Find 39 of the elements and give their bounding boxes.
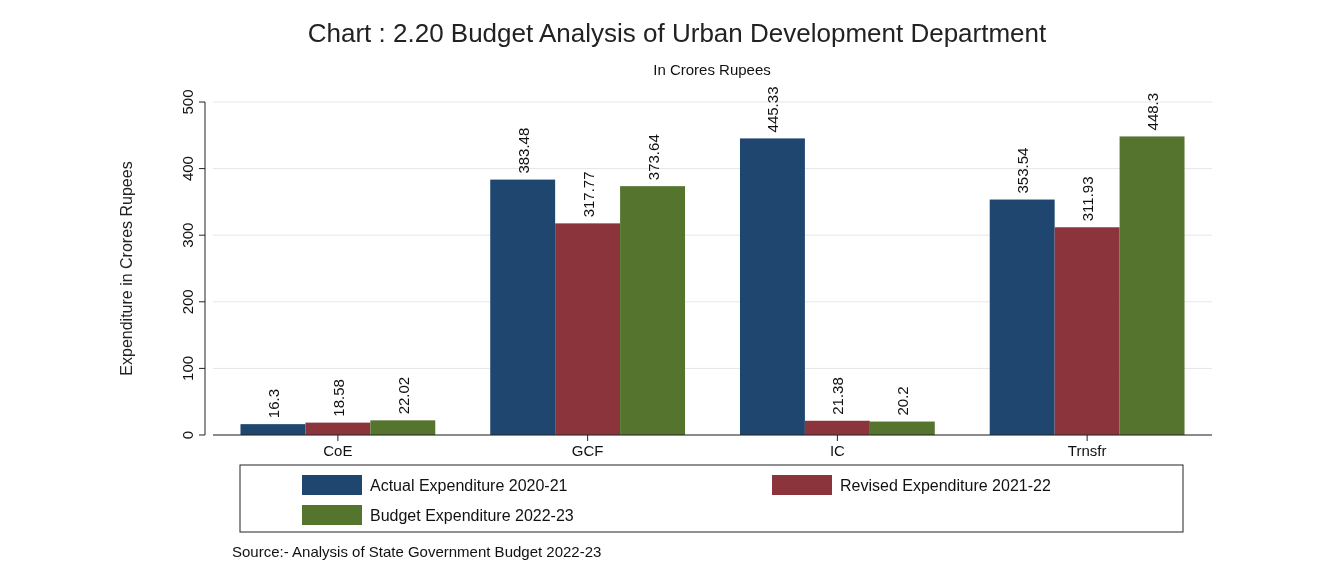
x-tick-label: CoE [323,442,353,459]
x-tick-label: IC [829,442,846,459]
bar [1119,136,1185,435]
data-label: 353.54 [1014,147,1032,194]
y-tick-label: 100 [179,355,196,381]
data-label: 448.3 [1144,92,1162,131]
bar [490,179,556,435]
data-label: 311.93 [1079,176,1097,222]
bar [370,420,436,435]
bar [804,420,870,435]
source-note: Source:- Analysis of State Government Budget 2022-23 [232,543,602,560]
data-label: 317.77 [579,171,597,218]
y-tick-label: 400 [179,156,196,182]
data-label: 16.3 [264,388,282,419]
data-label: 22.02 [394,376,412,415]
data-label: 18.58 [329,379,347,417]
bar [1054,227,1120,435]
legend-label: Actual Expenditure 2020-21 [370,477,568,494]
data-label: 20.2 [894,386,912,416]
chart-title: Chart : 2.20 Budget Analysis of Urban Development Department [307,18,1048,48]
y-tick-label: 200 [179,289,196,315]
data-label: 373.64 [644,134,662,181]
legend-label: Revised Expenditure 2021-22 [840,477,1051,494]
y-tick-label: 0 [179,430,196,440]
y-tick-label: 500 [179,89,196,115]
x-tick-label: Trnsfr [1067,442,1107,459]
bar [240,424,306,435]
bar [620,186,686,435]
chart-subtitle: In Crores Rupees [653,61,771,78]
data-label: 445.33 [764,86,782,133]
data-label: 21.38 [829,377,847,415]
bar [739,138,805,435]
x-tick-label: GCF [571,442,604,459]
y-axis-title: Expenditure in Crores Rupees [118,161,135,376]
y-tick-label: 300 [179,222,196,248]
bar [555,223,621,435]
bar [989,199,1055,435]
data-label: 383.48 [514,127,532,174]
legend-label: Budget Expenditure 2022-23 [370,507,574,524]
